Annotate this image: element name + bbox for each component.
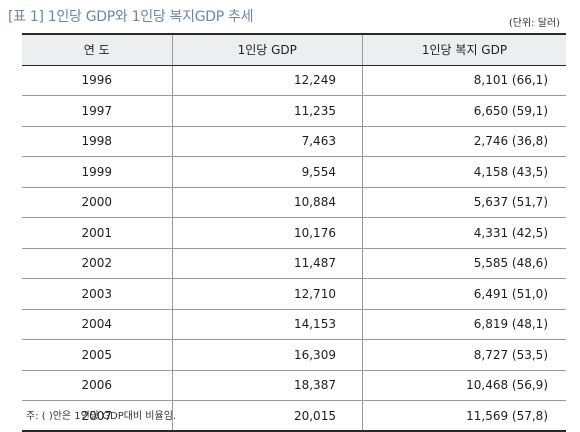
table-row: 1999 9,554 4,158 (43,5) [22, 156, 566, 188]
cell-year: 1999 [22, 156, 173, 188]
cell-year: 1996 [22, 65, 173, 96]
table-row: 2006 18,387 10,468 (56,9) [22, 370, 566, 401]
cell-gdp: 7,463 [171, 126, 363, 157]
cell-year: 2006 [22, 370, 173, 401]
cell-welfare-gdp: 5,637 (51,7) [361, 187, 566, 218]
table-row: 1998 7,463 2,746 (36,8) [22, 126, 566, 157]
cell-year: 2004 [22, 309, 173, 340]
header-year: 연 도 [22, 33, 173, 66]
cell-year: 2007 [22, 400, 173, 432]
cell-year: 1997 [22, 95, 173, 127]
cell-gdp: 14,153 [171, 309, 363, 340]
cell-welfare-gdp: 2,746 (36,8) [361, 126, 566, 157]
footnote: 주: ( )안은 1인당 GDP대비 비율임. [26, 411, 177, 422]
cell-welfare-gdp: 8,727 (53,5) [361, 339, 566, 371]
cell-gdp: 9,554 [171, 156, 363, 188]
table-row: 2001 10,176 4,331 (42,5) [22, 217, 566, 249]
cell-welfare-gdp: 6,491 (51,0) [361, 278, 566, 310]
table-row: 2004 14,153 6,819 (48,1) [22, 309, 566, 340]
table-row: 1996 12,249 8,101 (66,1) [22, 65, 566, 96]
cell-gdp: 18,387 [171, 370, 363, 401]
cell-welfare-gdp: 5,585 (48,6) [361, 248, 566, 279]
cell-year: 2001 [22, 217, 173, 249]
cell-gdp: 12,249 [171, 65, 363, 96]
cell-welfare-gdp: 4,158 (43,5) [361, 156, 566, 188]
cell-year: 1998 [22, 126, 173, 157]
cell-year: 2002 [22, 248, 173, 279]
cell-gdp: 10,176 [171, 217, 363, 249]
cell-welfare-gdp: 6,819 (48,1) [361, 309, 566, 340]
cell-gdp: 11,487 [171, 248, 363, 279]
cell-gdp: 12,710 [171, 278, 363, 310]
table-row: 2000 10,884 5,637 (51,7) [22, 187, 566, 218]
cell-gdp: 16,309 [171, 339, 363, 371]
cell-year: 2003 [22, 278, 173, 310]
table-row: 1997 11,235 6,650 (59,1) [22, 95, 566, 127]
cell-year: 2000 [22, 187, 173, 218]
cell-gdp: 20,015 [171, 400, 363, 432]
title-row: [표 1] 1인당 GDP와 1인당 복지GDP 추세 (단위: 달러) [8, 6, 568, 29]
cell-welfare-gdp: 8,101 (66,1) [361, 65, 566, 96]
table-header-row: 연 도 1인당 GDP 1인당 복지 GDP [22, 33, 566, 66]
header-welfare-gdp: 1인당 복지 GDP [361, 33, 566, 66]
cell-year: 2005 [22, 339, 173, 371]
table-row: 2002 11,487 5,585 (48,6) [22, 248, 566, 279]
table-row: 2007 20,015 11,569 (57,8) [22, 400, 566, 432]
cell-gdp: 11,235 [171, 95, 363, 127]
cell-gdp: 10,884 [171, 187, 363, 218]
gdp-table: 연 도 1인당 GDP 1인당 복지 GDP 1996 12,249 8,101 (… [22, 33, 566, 432]
cell-welfare-gdp: 6,650 (59,1) [361, 95, 566, 127]
cell-welfare-gdp: 10,468 (56,9) [361, 370, 566, 401]
unit-label: (단위: 달러) [508, 18, 560, 29]
table-row: 2005 16,309 8,727 (53,5) [22, 339, 566, 371]
cell-welfare-gdp: 11,569 (57,8) [361, 400, 566, 432]
table-body: 1996 12,249 8,101 (66,1) 1997 11,235 6,650 (5… [22, 65, 566, 432]
header-gdp: 1인당 GDP [171, 33, 363, 66]
cell-welfare-gdp: 4,331 (42,5) [361, 217, 566, 249]
table-row: 2003 12,710 6,491 (51,0) [22, 278, 566, 310]
table-title: [표 1] 1인당 GDP와 1인당 복지GDP 추세 [8, 9, 254, 25]
